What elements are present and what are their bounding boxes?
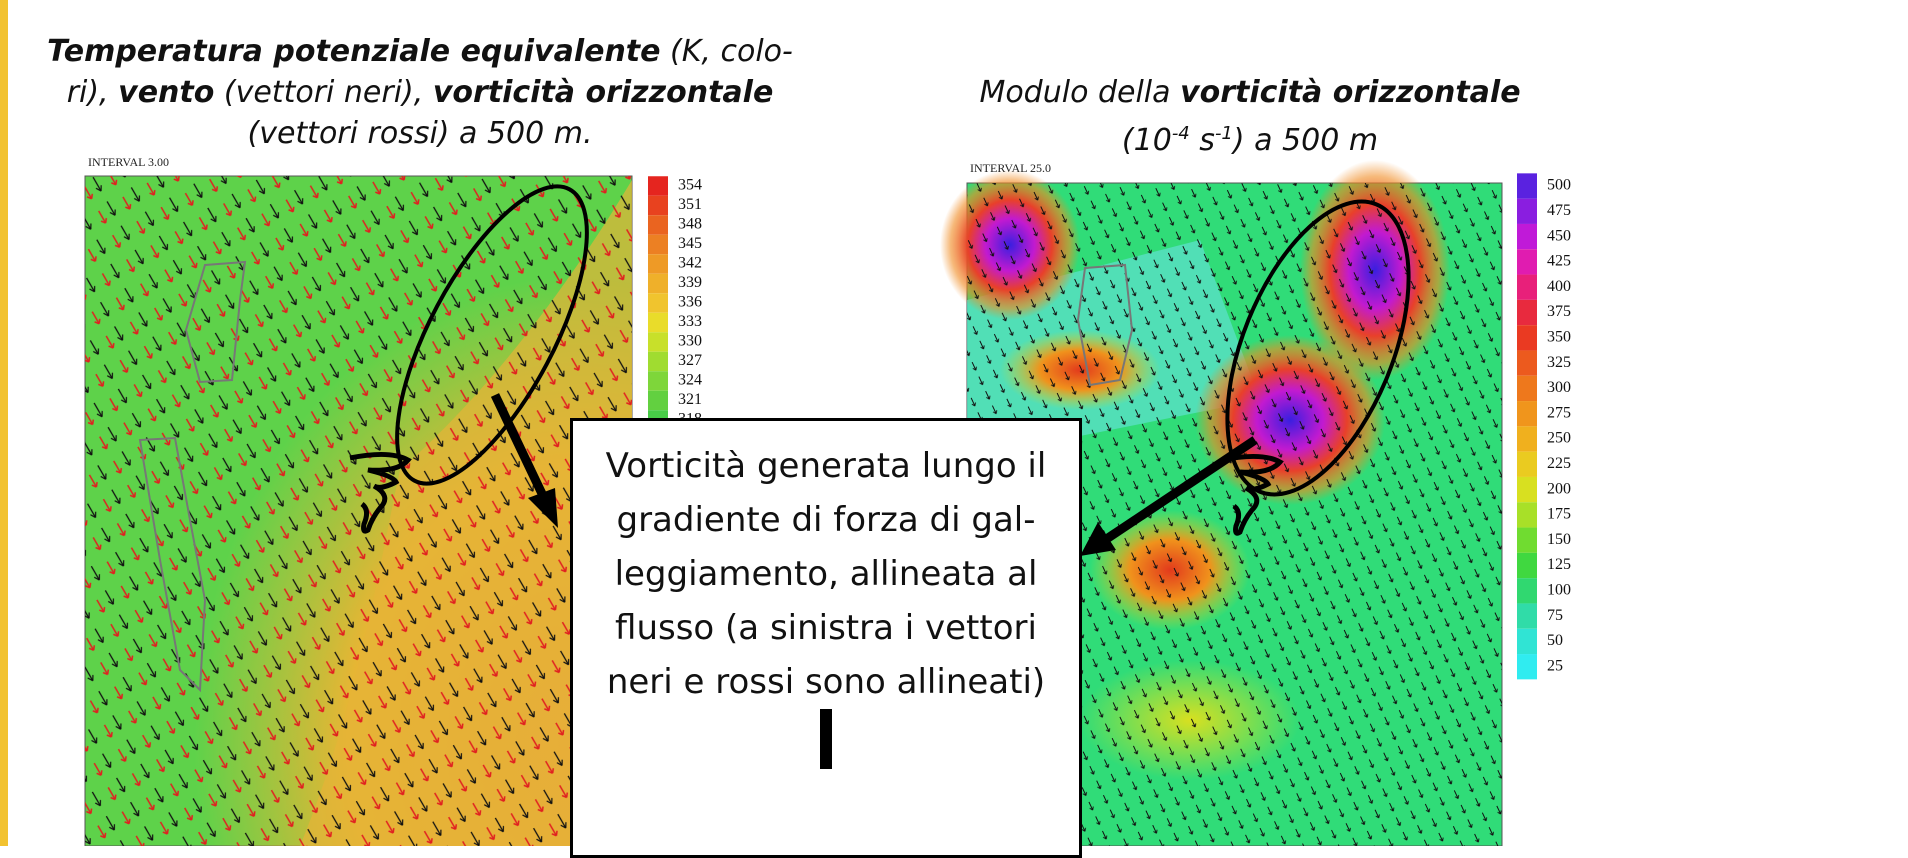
colorbar-swatch	[1517, 654, 1537, 679]
colorbar-label: 330	[678, 333, 702, 350]
slide: {"left_panel": { "title": [["Temperatura…	[0, 0, 1908, 846]
colorbar-label: 351	[678, 196, 702, 213]
callout-line: neri e rossi sono allineati)	[573, 655, 1079, 709]
colorbar-swatch	[648, 371, 668, 391]
colorbar-swatch	[1517, 300, 1537, 325]
colorbar-swatch	[1517, 249, 1537, 274]
colorbar-label: 75	[1547, 607, 1563, 624]
colorbar-swatch	[648, 391, 668, 411]
colorbar-label: 475	[1547, 202, 1571, 219]
colorbar-swatch	[648, 254, 668, 274]
callout-line: flusso (a sinistra i vettori	[573, 601, 1079, 655]
colorbar-label: 25	[1547, 657, 1563, 674]
colorbar-label: 339	[678, 274, 702, 291]
colorbar-swatch	[1517, 578, 1537, 603]
colorbar-label: 200	[1547, 480, 1571, 497]
colorbar-swatch	[648, 176, 668, 196]
colorbar-label: 125	[1547, 556, 1571, 573]
colorbar-swatch	[648, 196, 668, 216]
callout-line: gradiente di forza di gal-	[573, 493, 1079, 547]
colorbar-label: 321	[678, 391, 702, 408]
colorbar-label: 354	[678, 177, 702, 194]
colorbar-swatch	[1517, 426, 1537, 451]
colorbar-label: 275	[1547, 404, 1571, 421]
colorbar-label: 325	[1547, 354, 1571, 371]
plot-header: INTERVAL 3.00	[88, 155, 169, 169]
colorbar-label: 450	[1547, 227, 1571, 244]
colorbar-label: 342	[678, 255, 702, 272]
colorbar-label: 324	[678, 372, 702, 389]
colorbar-label: 400	[1547, 278, 1571, 295]
colorbar-swatch	[648, 293, 668, 313]
colorbar-swatch	[648, 352, 668, 372]
down-arrow	[806, 709, 846, 769]
colorbar-swatch	[1517, 452, 1537, 477]
colorbar-label: 100	[1547, 581, 1571, 598]
callout-line: leggiamento, allineata al	[573, 547, 1079, 601]
colorbar-swatch	[1517, 401, 1537, 426]
colorbar-label: 500	[1547, 177, 1571, 194]
colorbar-label: 50	[1547, 632, 1563, 649]
colorbar-swatch	[1517, 275, 1537, 300]
colorbar-swatch	[1517, 325, 1537, 350]
colorbar-label: 225	[1547, 455, 1571, 472]
colorbar-swatch	[648, 235, 668, 255]
colorbar: 354351348345342339336333330327324321318	[648, 176, 702, 430]
colorbar-swatch	[1517, 528, 1537, 553]
colorbar-swatch	[648, 313, 668, 333]
colorbar-swatch	[1517, 629, 1537, 654]
colorbar-swatch	[648, 332, 668, 352]
colorbar-swatch	[1517, 350, 1537, 375]
colorbar-swatch	[1517, 224, 1537, 249]
colorbar-swatch	[1517, 603, 1537, 628]
colorbar-swatch	[1517, 173, 1537, 198]
colorbar-swatch	[1517, 376, 1537, 401]
colorbar-label: 336	[678, 294, 702, 311]
colorbar-swatch	[1517, 199, 1537, 224]
colorbar-label: 250	[1547, 430, 1571, 447]
colorbar-swatch	[1517, 502, 1537, 527]
colorbar-label: 333	[678, 313, 702, 330]
callout-box: Vorticità generata lungo il gradiente di…	[570, 418, 1082, 858]
colorbar-swatch	[648, 274, 668, 294]
colorbar-label: 327	[678, 352, 702, 369]
colorbar-swatch	[648, 215, 668, 235]
colorbar-label: 425	[1547, 253, 1571, 270]
colorbar-label: 345	[678, 235, 702, 252]
colorbar-label: 175	[1547, 506, 1571, 523]
callout-line: Vorticità generata lungo il	[573, 439, 1079, 493]
colorbar-swatch	[1517, 477, 1537, 502]
colorbar-label: 350	[1547, 328, 1571, 345]
colorbar-label: 300	[1547, 379, 1571, 396]
colorbar-label: 150	[1547, 531, 1571, 548]
colorbar: 500 475 450 425 400 375 350 325 300 275 250 225 200 1…	[1517, 173, 1571, 679]
colorbar-swatch	[1517, 553, 1537, 578]
colorbar-label: 348	[678, 216, 702, 233]
colorbar-label: 375	[1547, 303, 1571, 320]
